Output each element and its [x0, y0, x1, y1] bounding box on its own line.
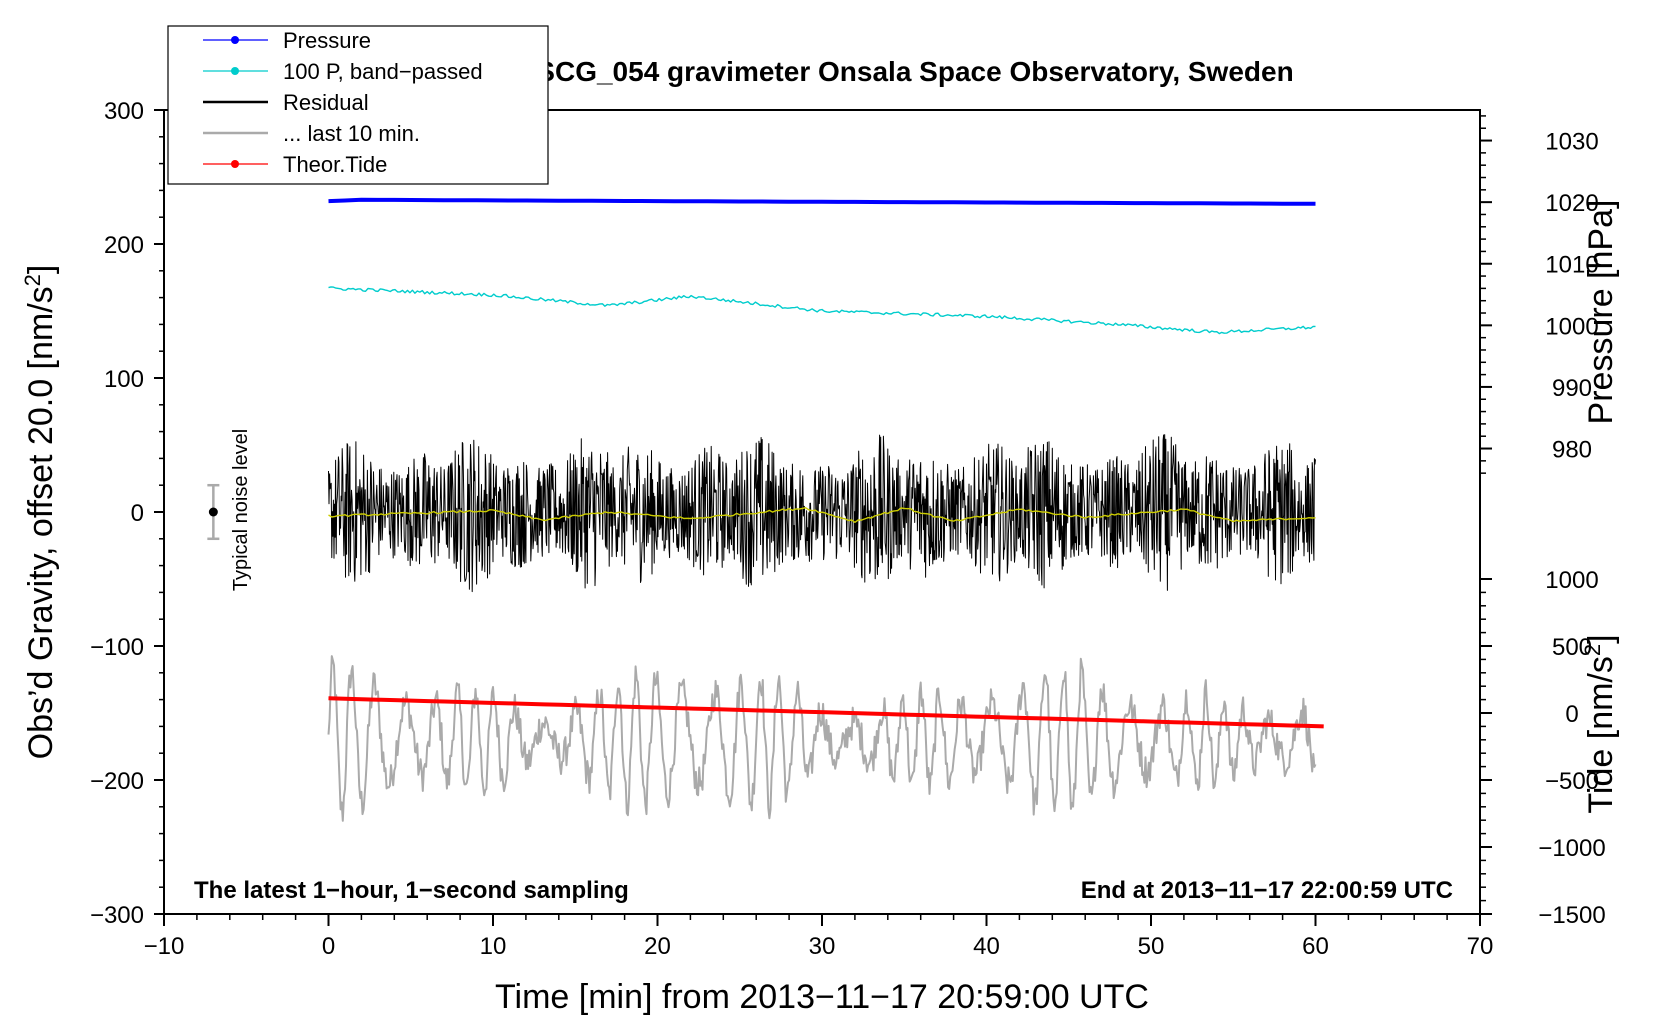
y-tick-label: −200 — [90, 768, 144, 795]
y-axis-label-end: ] — [22, 265, 60, 274]
noise-level-label: Typical noise level — [230, 429, 252, 591]
annotation-end-time: End at 2013−11−17 22:00:59 UTC — [1081, 877, 1453, 904]
y-tick-label: −100 — [90, 634, 144, 661]
legend-marker — [231, 67, 239, 75]
pressure-tick-label: 990 — [1552, 375, 1592, 402]
legend-label: 100 P, band−passed — [283, 59, 483, 84]
x-tick-label: 20 — [644, 933, 671, 960]
x-axis-label: Time [min] from 2013−11−17 20:59:00 UTC — [495, 978, 1149, 1016]
legend-label: Residual — [283, 90, 369, 115]
legend-label: Pressure — [283, 28, 371, 53]
x-tick-label: 70 — [1467, 933, 1494, 960]
pressure-tick-label: 1000 — [1545, 313, 1598, 340]
chart-title: SCG_054 gravimeter Onsala Space Observat… — [536, 56, 1293, 87]
series-100-p-band-passed — [328, 286, 1316, 335]
annotation-sampling: The latest 1−hour, 1−second sampling — [194, 877, 629, 904]
x-axis: −10 0 10 20 30 40 50 60 70 — [144, 914, 1494, 960]
y-axis-label-main: Obs’d Gravity, offset 20.0 [nm/s — [22, 286, 60, 759]
tide-tick-label: −1500 — [1538, 902, 1605, 929]
y-axis-pressure: 980 990 1000 1010 1020 1030 — [1480, 115, 1599, 474]
y-tick-label: 300 — [104, 98, 144, 125]
x-tick-label: 0 — [322, 933, 335, 960]
series-pressure — [328, 197, 1316, 206]
series-residual-smoothed — [328, 507, 1316, 523]
tide-label-end: ] — [1582, 634, 1620, 643]
y-tick-label: 200 — [104, 232, 144, 259]
series-theor-tide — [328, 696, 1324, 729]
pressure-tick-label: 1020 — [1545, 190, 1598, 217]
y-axis-gravity: −300 −200 −100 0 100 200 300 — [90, 98, 164, 929]
legend: Pressure 100 P, band−passed Residual ... la… — [167, 25, 549, 185]
tide-tick-label: 0 — [1565, 701, 1578, 728]
x-tick-label: −10 — [144, 933, 185, 960]
y-tick-label: −300 — [90, 902, 144, 929]
y-axis-tide: −1500 −1000 −500 0 500 1000 — [1480, 567, 1606, 929]
x-tick-label: 50 — [1138, 933, 1165, 960]
legend-box — [167, 25, 549, 185]
x-tick-label: 60 — [1302, 933, 1329, 960]
tide-tick-label: −500 — [1545, 768, 1599, 795]
x-tick-label: 40 — [973, 933, 1000, 960]
series-last-10-min — [327, 655, 1317, 822]
x-tick-label: 10 — [480, 933, 507, 960]
series-residual — [328, 434, 1316, 593]
legend-marker — [231, 36, 239, 44]
legend-label: Theor.Tide — [283, 152, 387, 177]
tide-tick-label: 1000 — [1545, 567, 1598, 594]
noise-level-indicator — [207, 483, 220, 541]
y-tick-label: 0 — [131, 500, 144, 527]
tide-tick-label: 500 — [1552, 634, 1592, 661]
noise-bar-center — [208, 507, 218, 517]
pressure-tick-label: 1010 — [1545, 252, 1598, 279]
y-axis-label-sup: 2 — [20, 274, 45, 286]
y-axis-label-tide: Tide [nm/s2] — [1580, 634, 1621, 813]
y-axis-label-gravity: Obs’d Gravity, offset 20.0 [nm/s2] — [20, 265, 61, 760]
legend-items: Pressure 100 P, band−passed Residual ... la… — [203, 28, 483, 177]
pressure-tick-label: 980 — [1552, 437, 1592, 464]
pressure-tick-label: 1030 — [1545, 129, 1598, 156]
y-tick-label: 100 — [104, 366, 144, 393]
y-axis-label-pressure: Pressure [hPa] — [1582, 200, 1620, 425]
legend-label: ... last 10 min. — [283, 121, 420, 146]
tide-label-main: Tide [nm/s — [1582, 656, 1620, 813]
tide-tick-label: −1000 — [1538, 835, 1605, 862]
tide-label-sup: 2 — [1580, 644, 1605, 656]
series-layer — [327, 197, 1324, 822]
x-tick-label: 30 — [809, 933, 836, 960]
legend-marker — [231, 160, 239, 168]
